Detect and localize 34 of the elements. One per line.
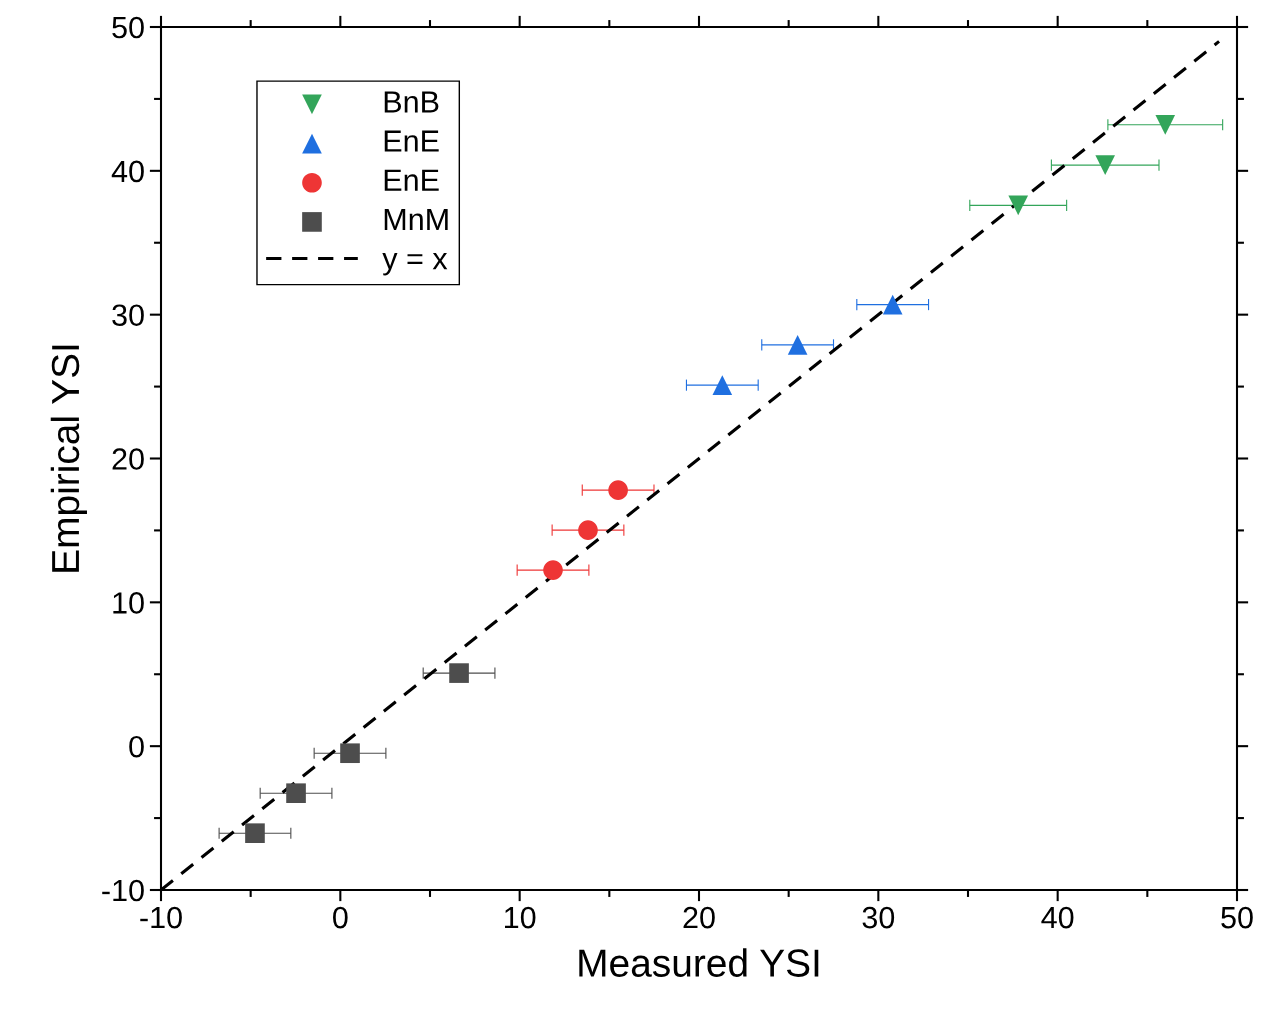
legend-label: BnB: [384, 91, 439, 113]
x-axis-title: Measured YSI: [579, 948, 819, 977]
point: [608, 480, 628, 500]
point: [882, 294, 903, 315]
point: [578, 520, 598, 540]
x-tick-label: 30: [862, 906, 895, 929]
legend-label: MnM: [384, 208, 448, 230]
legend-label: EnE: [384, 169, 439, 191]
point: [1155, 114, 1176, 135]
y-tick-label: 30: [112, 304, 144, 327]
x-tick-label: 0: [333, 906, 348, 929]
legend-label: EnE: [384, 130, 439, 152]
x-tick-label: 20: [683, 906, 715, 929]
point: [1095, 155, 1116, 175]
point: [543, 560, 563, 580]
y-axis-title: Empirical YSI: [50, 345, 87, 572]
x-tick-label: 10: [505, 906, 536, 929]
x-tick-label: 40: [1041, 906, 1074, 929]
y-tick-label: 50: [112, 16, 144, 39]
point: [1008, 195, 1029, 216]
y-tick-label: 0: [129, 735, 144, 758]
point: [340, 743, 360, 764]
point: [449, 663, 469, 683]
y-tick-label: 40: [111, 160, 144, 183]
point: [712, 375, 733, 395]
y-tick-label: 20: [112, 448, 144, 470]
point: [286, 783, 306, 804]
x-tick-label: -10: [140, 906, 182, 929]
point: [787, 335, 808, 355]
y-tick-label: -10: [102, 879, 144, 902]
y-tick-label: 10: [113, 592, 144, 614]
legend-label: y = x: [382, 252, 448, 276]
point: [245, 823, 265, 844]
x-tick-label: 50: [1221, 906, 1253, 929]
